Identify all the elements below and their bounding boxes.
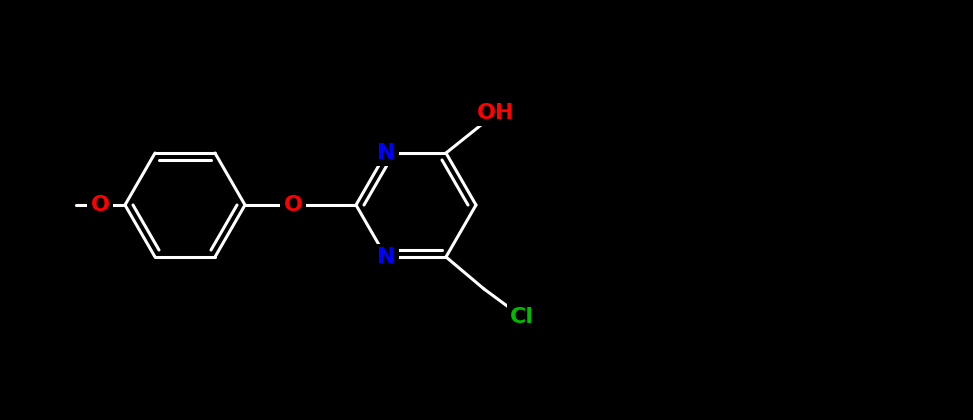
Text: N: N [377, 247, 395, 267]
Text: N: N [377, 143, 395, 163]
Text: O: O [90, 195, 110, 215]
Text: Cl: Cl [510, 307, 534, 327]
Text: O: O [283, 195, 303, 215]
Text: OH: OH [477, 103, 515, 123]
